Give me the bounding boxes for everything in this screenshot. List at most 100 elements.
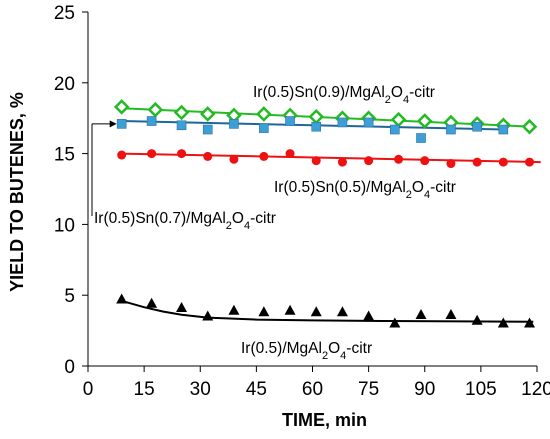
series-label-part: 4 bbox=[424, 189, 430, 201]
x-axis-title: TIME, min bbox=[282, 410, 367, 430]
circle-point bbox=[203, 151, 213, 161]
x-tick-label: 30 bbox=[190, 379, 211, 400]
series-label-part: 4 bbox=[340, 350, 346, 362]
triangle-point bbox=[258, 306, 270, 317]
diamond-point bbox=[199, 106, 216, 122]
data-points bbox=[113, 99, 538, 328]
triangle-point bbox=[415, 309, 427, 320]
series-label: Ir(0.5)Sn(0.7)/MgAl2O4-citr bbox=[94, 210, 276, 232]
circle-point bbox=[498, 157, 508, 167]
series-label-part: O bbox=[232, 210, 244, 227]
triangle-point bbox=[497, 317, 509, 328]
triangle-point bbox=[284, 304, 296, 315]
series-label: Ir(0.5)Sn(0.5)/MgAl2O4-citr bbox=[274, 179, 456, 201]
square-point bbox=[337, 117, 348, 128]
circle-point bbox=[117, 150, 127, 160]
triangle-point bbox=[116, 293, 128, 304]
series-label: Ir(0.5)/MgAl2O4-citr bbox=[241, 340, 372, 362]
circle-point bbox=[394, 154, 404, 164]
triangle-point bbox=[228, 304, 240, 315]
diamond-point bbox=[173, 104, 190, 121]
series-labels: Ir(0.5)Sn(0.9)/MgAl2O4-citrIr(0.5)Sn(0.7… bbox=[91, 84, 456, 362]
square-point bbox=[363, 117, 374, 128]
square-point bbox=[176, 120, 187, 131]
circle-point bbox=[472, 157, 482, 167]
triangle-point bbox=[363, 310, 375, 321]
triangle-point bbox=[471, 314, 483, 325]
series-label-part: 2 bbox=[226, 220, 232, 232]
annotation-arrow-head bbox=[109, 120, 117, 128]
series-label-part: O bbox=[328, 340, 340, 357]
square-point bbox=[416, 133, 426, 143]
series-label-part: Ir(0.5)Sn(0.5)/MgAl bbox=[274, 179, 406, 196]
series-label-part: 2 bbox=[385, 94, 391, 106]
circle-point bbox=[147, 149, 157, 159]
square-point bbox=[390, 124, 400, 135]
square-point bbox=[472, 121, 482, 132]
y-tick-label: 15 bbox=[54, 145, 75, 166]
y-tick-label: 5 bbox=[64, 286, 75, 307]
series-label: Ir(0.5)Sn(0.9)/MgAl2O4-citr bbox=[253, 84, 435, 106]
triangle-point bbox=[310, 306, 322, 317]
square-point bbox=[285, 116, 295, 126]
circle-point bbox=[446, 159, 456, 169]
circle-point bbox=[364, 156, 374, 166]
series-label-part: -citr bbox=[250, 210, 276, 227]
square-point bbox=[229, 119, 239, 129]
square-point bbox=[202, 124, 213, 135]
square-point bbox=[498, 124, 509, 135]
series-label-part: Ir(0.5)Sn(0.9)/MgAl bbox=[253, 84, 385, 101]
x-tick-label: 120 bbox=[521, 379, 550, 400]
circle-point bbox=[259, 151, 269, 161]
trend-line bbox=[121, 152, 541, 164]
diamond-point bbox=[416, 113, 433, 129]
x-tick-label: 45 bbox=[246, 379, 267, 400]
diamond-point bbox=[147, 101, 164, 118]
series-label-part: -citr bbox=[409, 84, 435, 101]
diamond-point bbox=[390, 111, 407, 128]
y-axis-title: YIELD TO BUTENES, % bbox=[7, 92, 27, 292]
square-point bbox=[146, 116, 157, 126]
square-point bbox=[259, 123, 269, 133]
x-tick-label: 75 bbox=[358, 379, 379, 400]
x-tick-label: 15 bbox=[134, 379, 155, 400]
circle-point bbox=[311, 156, 321, 166]
circle-point bbox=[337, 157, 347, 167]
triangle-point bbox=[176, 301, 188, 312]
diamond-point bbox=[256, 106, 272, 122]
series-label-part: 4 bbox=[244, 220, 250, 232]
x-tick-label: 105 bbox=[465, 379, 497, 400]
series-label-part: -citr bbox=[430, 179, 456, 196]
triangle-point bbox=[445, 309, 457, 320]
circle-point bbox=[285, 149, 295, 159]
y-tick-label: 25 bbox=[54, 3, 75, 24]
square-point bbox=[446, 124, 456, 135]
diamond-point bbox=[521, 118, 538, 135]
triangle-point bbox=[202, 310, 214, 321]
circle-point bbox=[229, 154, 239, 164]
diamond-point bbox=[308, 109, 325, 125]
square-point bbox=[311, 121, 322, 132]
x-tick-label: 60 bbox=[302, 379, 323, 400]
x-tick-label: 0 bbox=[83, 379, 94, 400]
circle-point bbox=[177, 149, 187, 159]
axes: 0 5 10 15 20 25 0 15 30 45 60 75 90 105 120 bbox=[54, 3, 550, 400]
y-tick-label: 10 bbox=[54, 215, 75, 236]
diamond-point bbox=[113, 99, 130, 115]
trend-line bbox=[121, 299, 534, 323]
y-tick-label: 20 bbox=[54, 74, 75, 95]
square-point bbox=[116, 119, 127, 129]
series-label-part: Ir(0.5)Sn(0.7)/MgAl bbox=[94, 210, 226, 227]
series-label-part: 2 bbox=[406, 189, 412, 201]
series-label-part: 4 bbox=[403, 94, 409, 106]
triangle-point bbox=[336, 306, 348, 317]
series-label-part: -citr bbox=[346, 340, 372, 357]
triangle-point bbox=[146, 297, 158, 308]
triangle-point bbox=[524, 317, 536, 328]
series-label-part: O bbox=[412, 179, 424, 196]
series-label-part: 2 bbox=[322, 350, 328, 362]
circle-point bbox=[420, 156, 430, 166]
circle-point bbox=[525, 157, 535, 167]
series-label-part: Ir(0.5)/MgAl bbox=[241, 340, 322, 357]
